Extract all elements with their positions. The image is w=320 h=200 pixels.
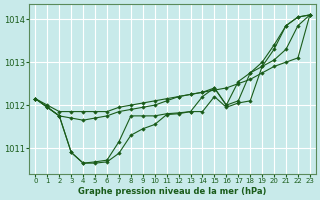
X-axis label: Graphe pression niveau de la mer (hPa): Graphe pression niveau de la mer (hPa) — [78, 187, 267, 196]
